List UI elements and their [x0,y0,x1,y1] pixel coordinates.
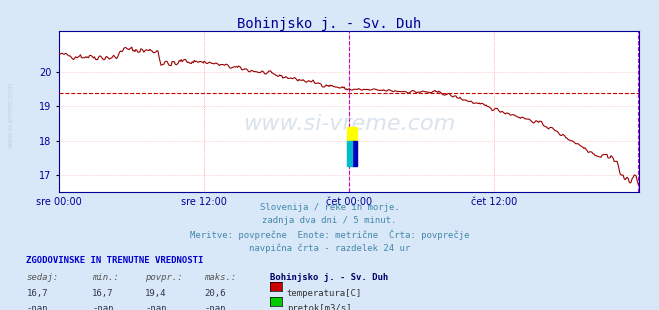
Text: -nan: -nan [145,304,167,310]
Text: 16,7: 16,7 [92,289,114,298]
Bar [347,127,357,153]
Text: Meritve: povprečne  Enote: metrične  Črta: povprečje: Meritve: povprečne Enote: metrične Črta:… [190,230,469,240]
Text: 20,6: 20,6 [204,289,226,298]
Text: ZGODOVINSKE IN TRENUTNE VREDNOSTI: ZGODOVINSKE IN TRENUTNE VREDNOSTI [26,256,204,265]
Text: 19,4: 19,4 [145,289,167,298]
Text: Bohinjsko j. - Sv. Duh: Bohinjsko j. - Sv. Duh [270,273,388,282]
Text: sedaj:: sedaj: [26,273,59,282]
Text: -nan: -nan [204,304,226,310]
Text: povpr.:: povpr.: [145,273,183,282]
Text: Slovenija / reke in morje.: Slovenija / reke in morje. [260,203,399,212]
Text: zadnja dva dni / 5 minut.: zadnja dva dni / 5 minut. [262,216,397,225]
Bar [347,141,353,166]
Text: -nan: -nan [92,304,114,310]
Text: maks.:: maks.: [204,273,237,282]
Text: -nan: -nan [26,304,48,310]
Text: navpična črta - razdelek 24 ur: navpična črta - razdelek 24 ur [249,243,410,253]
Text: www.si-vreme.com: www.si-vreme.com [8,82,14,148]
Text: pretok[m3/s]: pretok[m3/s] [287,304,351,310]
Text: www.si-vreme.com: www.si-vreme.com [243,114,455,135]
Text: min.:: min.: [92,273,119,282]
Text: 16,7: 16,7 [26,289,48,298]
Bar [353,141,357,166]
Text: Bohinjsko j. - Sv. Duh: Bohinjsko j. - Sv. Duh [237,17,422,31]
Text: temperatura[C]: temperatura[C] [287,289,362,298]
